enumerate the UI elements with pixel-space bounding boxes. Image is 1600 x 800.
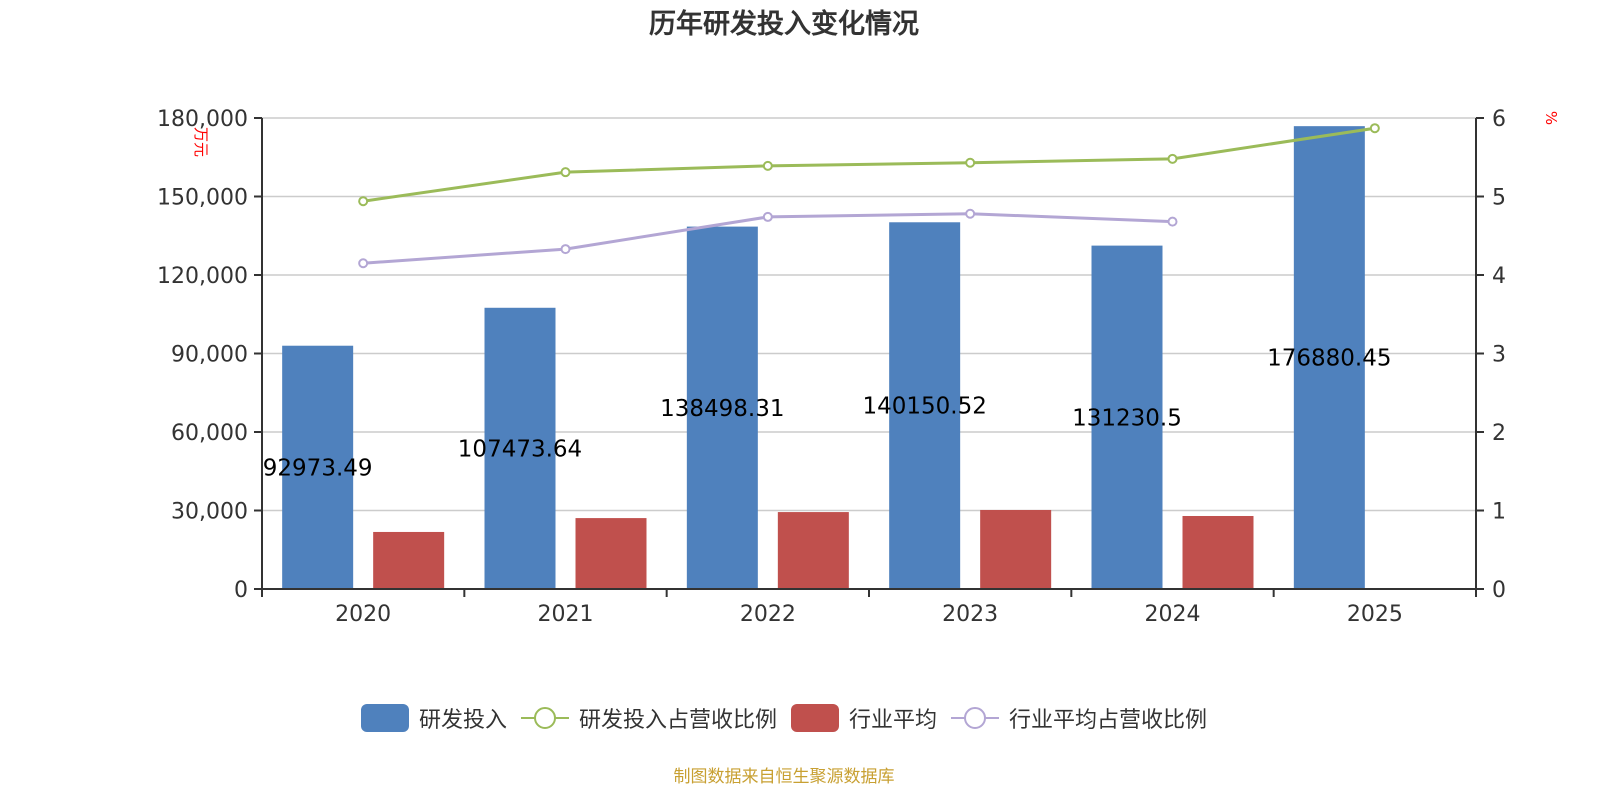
rd-ratio-point	[358, 196, 369, 207]
y-right-axis-tick-label: 0	[1492, 578, 1506, 603]
data-source-footer: 制图数据来自恒生聚源数据库	[673, 767, 895, 787]
y-axis-tick-label: 180,000	[157, 107, 248, 132]
legend-item-industry-ratio[interactable]: 行业平均占营收比例	[951, 702, 1207, 734]
bar-rd-investment	[1293, 126, 1365, 590]
x-axis-tick-label: 2025	[1347, 602, 1403, 627]
chart-plot-area: 0 30,000 60,000 90,000 120,000 150,000 180,000…	[157, 107, 1560, 627]
rd-ratio-point	[965, 157, 976, 168]
bar-rd-investment	[686, 226, 758, 590]
legend-label: 行业平均占营收比例	[1009, 708, 1208, 733]
legend-line-marker-icon	[520, 707, 569, 729]
rd-ratio-point	[1369, 123, 1380, 134]
industry-ratio-point	[560, 244, 571, 255]
bar-industry-average	[1182, 515, 1254, 589]
x-axis-tick-label: 2020	[335, 602, 391, 627]
bar-rd-investment	[889, 222, 961, 589]
industry-ratio-point	[762, 211, 773, 222]
bar-rd-investment	[282, 345, 354, 589]
y-right-axis-tick-label: 2	[1492, 421, 1506, 446]
y-right-axis-tick-label: 3	[1492, 343, 1506, 368]
y-axis-tick-label: 60,000	[171, 421, 248, 446]
bar-data-label: 138498.31	[660, 396, 784, 422]
legend-label: 研发投入	[418, 708, 507, 733]
y-axis-tick-label: 0	[234, 578, 248, 603]
rd-ratio-point	[560, 167, 571, 178]
legend-label: 研发投入占营收比例	[578, 708, 777, 733]
industry-ratio-point	[1167, 216, 1178, 227]
industry-ratio-point	[965, 208, 976, 219]
bar-industry-average	[980, 509, 1052, 589]
legend-item-industry-average[interactable]: 行业平均	[791, 702, 937, 734]
bar-data-label: 107473.64	[458, 436, 582, 462]
legend-bar-swatch-icon	[791, 704, 839, 732]
bar-data-label: 140150.52	[862, 394, 986, 420]
x-axis-tick-label: 2024	[1145, 602, 1201, 627]
y-right-axis-tick-label: 4	[1492, 264, 1506, 289]
x-axis-tick-label: 2023	[942, 602, 998, 627]
bar-data-label: 176880.45	[1267, 346, 1391, 372]
y-axis-unit-label: 万元	[192, 127, 210, 157]
y-right-axis-tick-label: 6	[1492, 107, 1506, 132]
chart-legend: 研发投入 研发投入占营收比例 行业平均 行业平均占营收比例	[0, 702, 1568, 734]
legend-line-marker-icon	[951, 707, 1000, 729]
chart-title: 历年研发投入变化情况	[649, 9, 919, 40]
rd-ratio-point	[1167, 153, 1178, 164]
bar-data-label: 92973.49	[263, 455, 373, 481]
bar-industry-average	[777, 512, 849, 589]
y-axis-tick-label: 30,000	[171, 500, 248, 525]
y-right-axis-tick-label: 1	[1492, 500, 1506, 525]
legend-bar-swatch-icon	[360, 704, 409, 732]
bar-rd-investment	[1091, 245, 1163, 589]
legend-label: 行业平均	[849, 708, 938, 733]
industry-ratio-point	[358, 258, 369, 269]
rd-ratio-line	[362, 126, 1376, 203]
y-axis-tick-label: 120,000	[157, 264, 248, 289]
x-axis-tick-label: 2021	[538, 602, 594, 627]
y-axis-tick-label: 90,000	[171, 343, 248, 368]
bar-rd-investment	[484, 307, 556, 589]
x-axis-tick-label: 2022	[740, 602, 796, 627]
legend-item-rd-investment[interactable]: 研发投入	[360, 702, 507, 734]
rd-ratio-point	[762, 160, 773, 171]
y-right-axis-unit-label: %	[1542, 111, 1560, 125]
bar-industry-average	[373, 531, 445, 589]
bar-industry-average	[575, 518, 647, 589]
y-axis-tick-label: 150,000	[157, 186, 248, 211]
bar-data-label: 131230.5	[1072, 405, 1182, 431]
y-right-axis-tick-label: 5	[1492, 186, 1506, 211]
legend-item-rd-ratio[interactable]: 研发投入占营收比例	[520, 702, 777, 734]
